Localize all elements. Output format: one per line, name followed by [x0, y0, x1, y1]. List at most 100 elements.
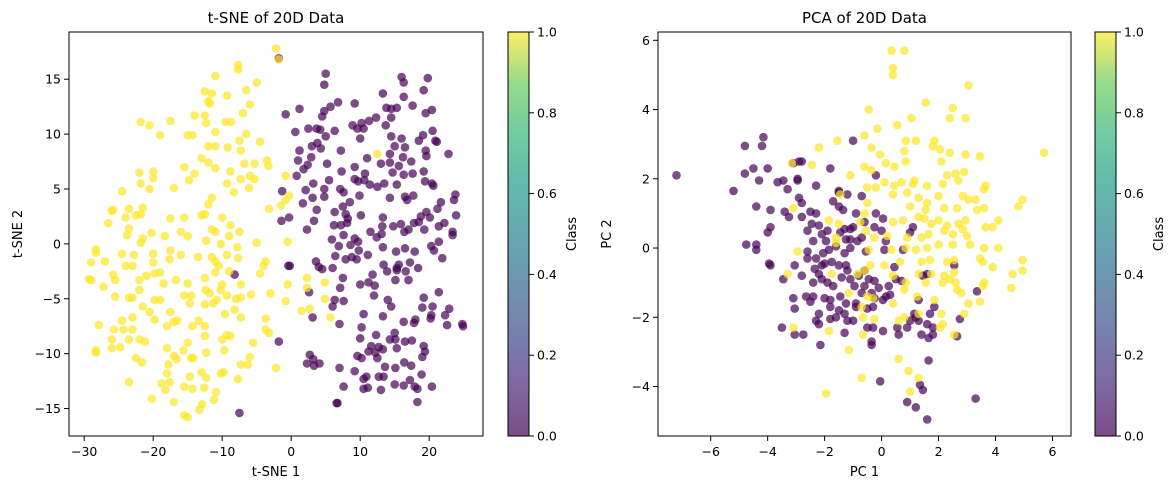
point-class-1 [173, 316, 182, 326]
point-class-1 [236, 280, 246, 289]
point-class-0 [902, 397, 912, 407]
point-class-0 [391, 247, 401, 256]
point-class-1 [148, 173, 158, 183]
point-class-1 [140, 337, 150, 346]
point-class-0 [328, 263, 337, 273]
point-class-0 [390, 328, 400, 338]
point-class-1 [188, 321, 197, 331]
point-class-1 [961, 113, 970, 123]
point-class-0 [399, 92, 409, 102]
point-class-0 [383, 295, 393, 305]
point-class-1 [233, 253, 243, 263]
point-class-0 [811, 209, 821, 218]
point-class-1 [836, 190, 845, 199]
point-class-1 [109, 325, 119, 334]
point-class-0 [451, 211, 461, 220]
point-class-1 [961, 216, 970, 225]
point-class-1 [214, 261, 223, 271]
point-class-0 [391, 363, 400, 373]
point-class-1 [136, 179, 146, 188]
point-class-0 [406, 361, 416, 371]
point-class-1 [972, 205, 982, 215]
point-class-1 [954, 176, 963, 185]
point-class-1 [793, 247, 802, 256]
point-class-1 [857, 302, 866, 312]
point-class-0 [309, 179, 318, 188]
point-class-0 [423, 73, 433, 83]
colorbar-tick-label: 0.6 [1124, 186, 1144, 201]
point-class-1 [211, 387, 221, 397]
point-class-0 [277, 216, 286, 226]
point-class-0 [405, 375, 415, 385]
point-class-0 [354, 246, 364, 255]
point-class-0 [338, 273, 348, 283]
point-class-1 [233, 65, 243, 74]
point-class-1 [853, 269, 862, 279]
point-class-1 [905, 202, 915, 211]
point-class-0 [371, 330, 381, 340]
point-class-1 [922, 198, 932, 208]
point-class-1 [937, 309, 946, 319]
point-class-1 [216, 285, 226, 295]
point-class-0 [357, 353, 366, 363]
point-class-0 [376, 385, 386, 395]
point-class-1 [888, 217, 898, 227]
point-class-0 [425, 213, 435, 222]
point-class-0 [434, 287, 444, 297]
point-class-1 [128, 325, 137, 334]
point-class-1 [195, 405, 204, 415]
point-class-1 [863, 183, 872, 192]
point-class-1 [169, 183, 179, 193]
point-class-0 [362, 372, 371, 382]
point-class-1 [887, 46, 896, 55]
point-class-1 [940, 226, 949, 235]
point-class-1 [305, 304, 315, 314]
point-class-1 [934, 216, 943, 225]
point-class-1 [868, 293, 878, 303]
point-class-1 [155, 295, 165, 305]
point-class-1 [281, 195, 291, 205]
point-class-1 [207, 89, 217, 98]
point-class-0 [793, 176, 802, 185]
point-class-0 [378, 242, 388, 252]
point-class-0 [924, 333, 933, 343]
point-class-1 [217, 213, 227, 222]
point-class-0 [420, 177, 430, 186]
point-class-0 [312, 205, 322, 215]
point-class-0 [376, 159, 386, 168]
point-class-1 [136, 209, 146, 219]
point-class-1 [179, 346, 188, 355]
point-class-0 [330, 207, 340, 217]
point-class-1 [226, 220, 235, 230]
point-class-0 [818, 248, 828, 258]
point-class-1 [242, 85, 251, 95]
point-class-1 [928, 141, 938, 151]
point-class-1 [104, 218, 113, 228]
point-class-0 [826, 302, 835, 312]
point-class-0 [893, 323, 902, 332]
point-class-0 [784, 212, 794, 222]
point-class-0 [789, 293, 798, 303]
point-class-0 [860, 281, 869, 291]
point-class-0 [321, 69, 331, 78]
point-class-1 [236, 360, 246, 369]
point-class-1 [204, 158, 213, 167]
point-class-0 [828, 197, 838, 206]
point-class-0 [281, 110, 291, 119]
point-class-0 [389, 222, 398, 231]
point-class-0 [355, 191, 364, 200]
point-class-1 [1018, 255, 1027, 265]
point-class-1 [99, 282, 108, 292]
y-tick-label: 0 [53, 236, 61, 251]
point-class-0 [752, 245, 761, 255]
point-class-1 [183, 231, 192, 241]
point-class-0 [413, 263, 423, 273]
x-tick-label: −30 [71, 444, 97, 459]
point-class-1 [185, 372, 195, 382]
point-class-1 [255, 137, 265, 147]
point-class-1 [184, 175, 194, 185]
point-class-1 [951, 169, 960, 178]
point-class-1 [148, 167, 158, 176]
point-class-0 [814, 319, 824, 329]
point-class-1 [935, 145, 945, 154]
